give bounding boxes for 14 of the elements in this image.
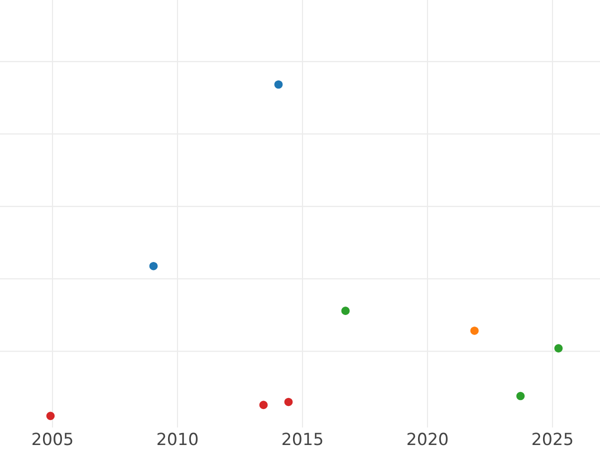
point bbox=[259, 400, 268, 410]
x-tick-label: 2005 bbox=[32, 432, 72, 446]
point bbox=[554, 344, 563, 352]
point bbox=[46, 412, 55, 420]
point bbox=[149, 262, 158, 270]
point bbox=[516, 392, 525, 400]
x-tick-label: 2020 bbox=[408, 432, 448, 446]
point bbox=[341, 306, 350, 316]
x-tick-label: 2015 bbox=[282, 432, 322, 446]
point bbox=[284, 398, 293, 406]
point bbox=[470, 326, 479, 335]
x-tick-label: 2010 bbox=[158, 432, 198, 446]
x-tick-label: 2025 bbox=[532, 432, 572, 446]
point bbox=[274, 80, 283, 89]
